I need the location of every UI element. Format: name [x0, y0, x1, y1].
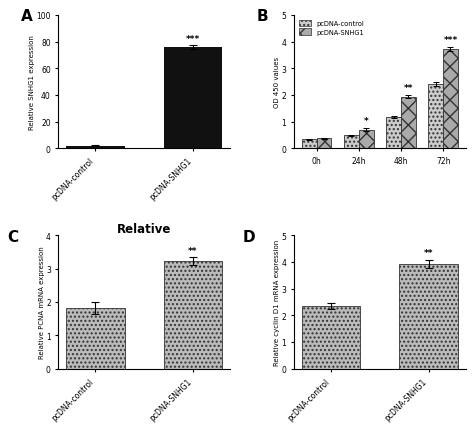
Bar — [401, 98, 416, 149]
Bar — [344, 136, 359, 149]
Y-axis label: Relative SNHG1 expression: Relative SNHG1 expression — [29, 35, 35, 130]
Bar — [317, 139, 331, 149]
Text: ***: *** — [443, 36, 457, 45]
Legend: pcDNA-control, pcDNA-SNHG1: pcDNA-control, pcDNA-SNHG1 — [297, 19, 365, 37]
Text: **: ** — [424, 249, 433, 258]
Bar — [164, 261, 222, 369]
Bar — [302, 306, 360, 369]
Text: D: D — [243, 229, 255, 244]
Text: C: C — [7, 229, 18, 244]
Bar — [443, 50, 458, 149]
Y-axis label: Relative cyclin D1 mRNA expression: Relative cyclin D1 mRNA expression — [274, 239, 280, 365]
Bar — [164, 48, 222, 149]
Text: ***: *** — [186, 35, 200, 44]
Text: *: * — [364, 117, 368, 126]
Bar — [66, 308, 125, 369]
Bar — [302, 140, 317, 149]
Text: **: ** — [403, 84, 413, 93]
Bar — [359, 130, 374, 149]
Bar — [66, 146, 125, 149]
Y-axis label: OD 450 values: OD 450 values — [274, 57, 280, 108]
Text: B: B — [256, 9, 268, 24]
Bar — [400, 264, 458, 369]
Text: A: A — [21, 9, 32, 24]
Text: **: ** — [188, 246, 198, 255]
Bar — [428, 84, 443, 149]
Bar — [386, 118, 401, 149]
Title: Relative: Relative — [117, 223, 172, 236]
Y-axis label: Relative PCNA mRNA expression: Relative PCNA mRNA expression — [38, 246, 45, 358]
